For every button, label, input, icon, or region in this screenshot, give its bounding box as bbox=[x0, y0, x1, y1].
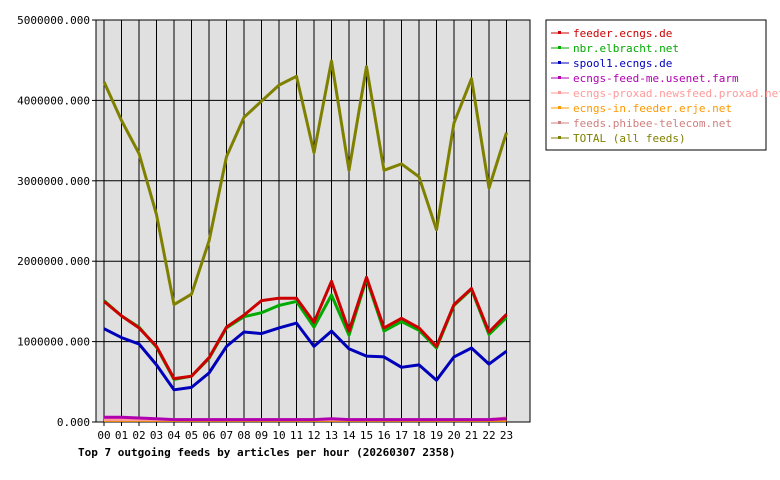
legend-marker bbox=[558, 61, 561, 64]
x-tick-label: 01 bbox=[115, 429, 128, 442]
legend-label: TOTAL (all feeds) bbox=[573, 132, 686, 145]
legend-label: feeder.ecngs.de bbox=[573, 27, 672, 40]
x-axis: 00 01 02 03 04 05 06 07 08 09 10 11 12 13 14 15 16 17 18 19… bbox=[97, 422, 513, 442]
x-tick-label: 09 bbox=[255, 429, 268, 442]
x-tick-label: 18 bbox=[412, 429, 425, 442]
x-tick-label: 12 bbox=[307, 429, 320, 442]
y-tick-label: 2000000.000 bbox=[17, 255, 90, 268]
series-line bbox=[104, 415, 507, 422]
y-tick-label: 4000000.000 bbox=[17, 94, 90, 107]
legend-marker bbox=[558, 76, 561, 79]
legend-marker bbox=[558, 46, 561, 49]
grid bbox=[96, 20, 530, 422]
legend-marker bbox=[558, 136, 561, 139]
x-tick-label: 10 bbox=[272, 429, 285, 442]
x-tick-label: 17 bbox=[395, 429, 408, 442]
legend-box bbox=[545, 19, 767, 151]
legend-label: feeds.phibee-telecom.net bbox=[573, 117, 732, 130]
x-tick-label: 08 bbox=[237, 429, 250, 442]
x-tick-label: 20 bbox=[447, 429, 460, 442]
legend: feeder.ecngs.de nbr.elbracht.net spool1.ec… bbox=[545, 19, 780, 151]
y-tick-label: 5000000.000 bbox=[17, 14, 90, 27]
x-tick-label: 07 bbox=[220, 429, 233, 442]
x-tick-label: 23 bbox=[500, 429, 513, 442]
chart-title: Top 7 outgoing feeds by articles per hou… bbox=[78, 446, 456, 459]
y-axis: 0.000 1000000.000 2000000.000 3000000.000 40… bbox=[17, 14, 96, 429]
legend-label: nbr.elbracht.net bbox=[573, 42, 679, 55]
series-line bbox=[102, 59, 508, 307]
legend-label: ecngs-in.feeder.erje.net bbox=[573, 102, 732, 115]
x-tick-label: 00 bbox=[97, 429, 110, 442]
legend-label: spool1.ecngs.de bbox=[573, 57, 672, 70]
x-tick-label: 22 bbox=[482, 429, 495, 442]
x-tick-label: 16 bbox=[377, 429, 390, 442]
y-tick-label: 3000000.000 bbox=[17, 175, 90, 188]
series-lines bbox=[102, 59, 508, 422]
series-line bbox=[103, 275, 508, 381]
x-tick-label: 03 bbox=[150, 429, 163, 442]
x-tick-label: 06 bbox=[202, 429, 215, 442]
series-line bbox=[103, 321, 508, 392]
legend-label: ecngs-feed-me.usenet.farm bbox=[573, 72, 739, 85]
x-tick-label: 05 bbox=[185, 429, 198, 442]
legend-marker bbox=[558, 31, 561, 34]
y-tick-label: 1000000.000 bbox=[17, 336, 90, 349]
plot-area bbox=[95, 19, 531, 423]
x-tick-label: 11 bbox=[290, 429, 303, 442]
x-tick-label: 19 bbox=[430, 429, 443, 442]
y-tick-label: 0.000 bbox=[57, 416, 90, 429]
x-tick-label: 13 bbox=[325, 429, 338, 442]
legend-marker bbox=[558, 106, 561, 109]
x-tick-label: 02 bbox=[132, 429, 145, 442]
x-tick-label: 21 bbox=[465, 429, 478, 442]
x-tick-label: 14 bbox=[342, 429, 356, 442]
legend-label: ecngs-proxad.newsfeed.proxad.net bbox=[573, 87, 780, 100]
x-tick-label: 15 bbox=[360, 429, 373, 442]
x-tick-label: 04 bbox=[167, 429, 181, 442]
legend-marker bbox=[558, 91, 561, 94]
legend-marker bbox=[558, 121, 561, 124]
